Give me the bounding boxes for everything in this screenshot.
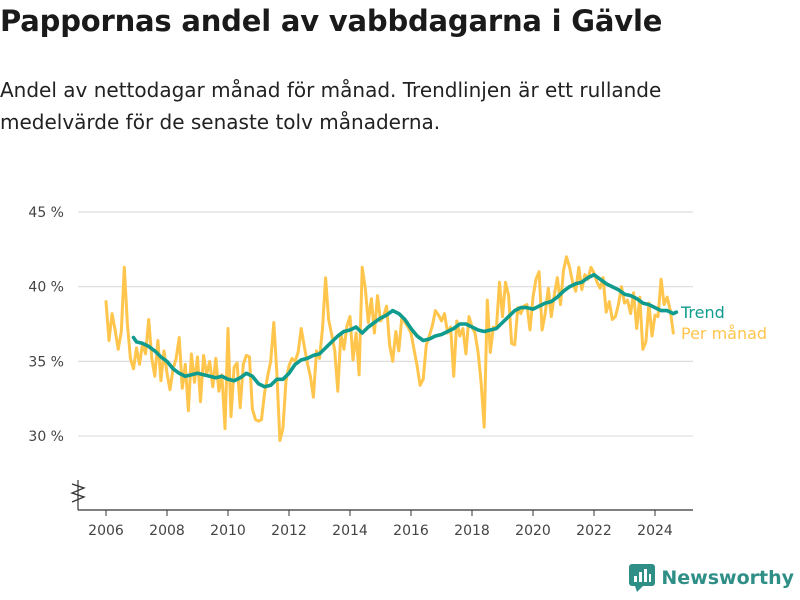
legend: Trend Per månad <box>680 303 767 343</box>
brand: Newsworthy <box>629 564 794 592</box>
x-tick-label: 2010 <box>210 523 246 539</box>
trend-line <box>131 272 679 389</box>
x-tick-label: 2024 <box>637 523 673 539</box>
x-tick-label: 2022 <box>576 523 612 539</box>
y-axis-ticks: 30 % 35 % 40 % 45 % <box>28 205 64 445</box>
gridlines <box>78 211 693 437</box>
x-tick-label: 2014 <box>332 523 368 539</box>
newsworthy-logo-icon <box>629 564 656 592</box>
x-axis-ticks: 2006 2008 2010 2012 2014 2016 2018 2020 2022 2024 <box>88 510 673 539</box>
legend-item-per-manad: Per månad <box>681 324 767 343</box>
x-tick-label: 2006 <box>88 523 124 539</box>
brand-name: Newsworthy <box>661 567 794 589</box>
x-tick-label: 2020 <box>515 523 551 539</box>
y-tick-label: 45 % <box>28 205 64 221</box>
chart-title: Pappornas andel av vabbdagarna i Gävle <box>0 4 663 38</box>
monthly-line <box>104 255 675 442</box>
y-tick-label: 30 % <box>28 429 64 445</box>
legend-item-trend: Trend <box>680 303 725 322</box>
x-tick-label: 2016 <box>393 523 429 539</box>
chart-subtitle: Andel av nettodagar månad för månad. Tre… <box>0 78 662 134</box>
series-lines <box>104 255 679 442</box>
axes <box>70 480 693 511</box>
x-tick-label: 2018 <box>454 523 490 539</box>
y-tick-label: 40 % <box>28 280 64 296</box>
x-tick-label: 2008 <box>149 523 185 539</box>
y-tick-label: 35 % <box>28 354 64 370</box>
x-tick-label: 2012 <box>271 523 307 539</box>
axis-break-icon <box>70 483 86 503</box>
